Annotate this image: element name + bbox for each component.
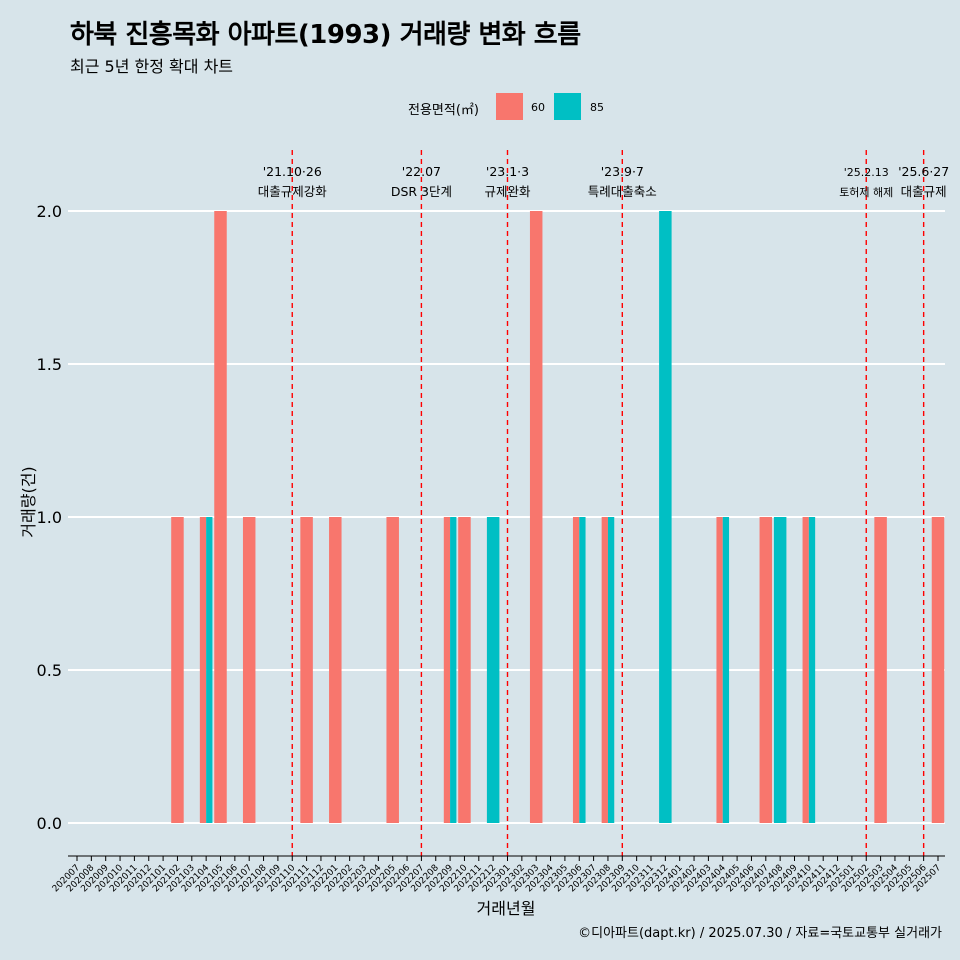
bar-85-202408	[773, 517, 787, 823]
y-tick-label: 0.5	[37, 661, 62, 680]
event-date-label: '21.10·26	[263, 164, 322, 179]
event-name-label: 규제완화	[484, 184, 531, 199]
bar-60-202102	[171, 517, 184, 823]
bar-60-202209	[443, 517, 451, 823]
event-date-label: '23.1·3	[486, 164, 529, 179]
event-name-label: 토허제 해제	[839, 185, 893, 199]
y-axis-title: 거래량(건)	[19, 466, 38, 537]
y-tick-label: 1.5	[37, 355, 62, 374]
bar-60-202308	[601, 517, 608, 823]
bar-85-202404	[722, 517, 730, 823]
bar-60-202107	[242, 517, 256, 823]
event-date-label: '23.9·7	[601, 164, 644, 179]
bar-85-202209	[450, 517, 457, 823]
chart-title: 하북 진흥목화 아파트(1993) 거래량 변화 흐름	[70, 20, 581, 50]
bar-85-202306	[579, 517, 586, 823]
legend-key-85	[554, 93, 581, 120]
y-tick-label: 2.0	[37, 202, 62, 221]
bar-60-202507	[931, 517, 945, 823]
event-date-label: '25.2.13	[844, 166, 889, 179]
y-tick-label: 1.0	[37, 508, 62, 527]
bar-85-202104	[206, 517, 213, 823]
bar-85-202212	[486, 517, 500, 823]
bar-60-202404	[716, 517, 723, 823]
legend-label-85: 85	[590, 101, 604, 114]
bar-60-202503	[874, 517, 887, 823]
chart-subtitle: 최근 5년 한정 확대 차트	[70, 57, 234, 76]
event-date-label: '25.6·27	[898, 164, 949, 179]
bar-60-202111	[300, 517, 313, 823]
source-caption: ©디아파트(dapt.kr) / 2025.07.30 / 자료=국토교통부 실…	[578, 926, 942, 941]
bar-85-202312	[659, 211, 672, 823]
y-tick-label: 0.0	[37, 814, 62, 833]
bar-85-202308	[607, 517, 615, 823]
bar-60-202303	[529, 211, 543, 823]
bar-60-202210	[458, 517, 471, 823]
legend-title: 전용면적(㎡)	[408, 103, 479, 118]
event-name-label: 특례대출축소	[588, 184, 657, 199]
bar-60-202306	[572, 517, 580, 823]
bar-60-202407	[759, 517, 773, 823]
bar-60-202205	[386, 517, 399, 823]
x-axis-title: 거래년월	[477, 899, 536, 918]
event-name-label: DSR 3단계	[391, 184, 452, 199]
event-date-label: '22.07	[402, 164, 441, 179]
event-name-label: 대출규제강화	[258, 184, 328, 199]
event-name-label: 대출규제	[901, 184, 947, 199]
legend-label-60: 60	[531, 101, 545, 114]
legend-key-60	[496, 93, 523, 120]
bar-60-202105	[214, 211, 227, 823]
bar-60-202201	[329, 517, 342, 823]
bar-60-202410	[802, 517, 809, 823]
bar-85-202410	[808, 517, 816, 823]
bar-60-202104	[199, 517, 207, 823]
legend: 전용면적(㎡) 60 85	[0, 92, 960, 122]
